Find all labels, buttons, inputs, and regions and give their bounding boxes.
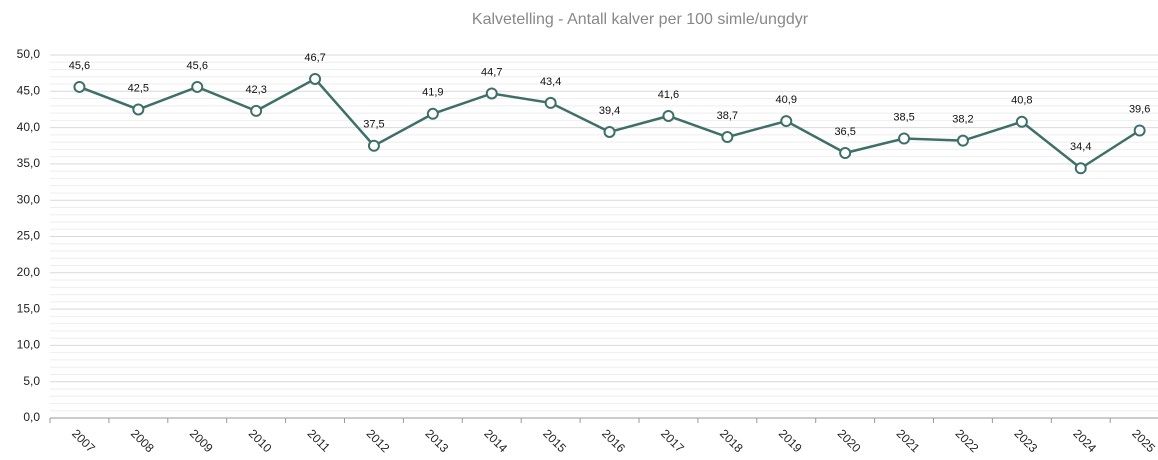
x-tick-label: 2024 — [1070, 426, 1099, 455]
marker — [1015, 115, 1028, 128]
marker — [1074, 162, 1087, 175]
value-label: 43,4 — [540, 76, 561, 88]
marker — [839, 147, 852, 160]
x-tick-label: 2013 — [422, 426, 451, 455]
value-label: 44,7 — [481, 66, 502, 78]
chart-title: Kalvetelling - Antall kalver per 100 sim… — [472, 11, 809, 28]
marker — [780, 115, 793, 128]
x-tick-label: 2022 — [953, 426, 982, 455]
y-tick-label: 20,0 — [17, 265, 41, 279]
x-tick-label: 2017 — [658, 426, 687, 455]
marker — [662, 109, 675, 122]
value-label: 38,7 — [717, 110, 738, 122]
x-tick-label: 2012 — [364, 426, 393, 455]
x-tick-label: 2010 — [246, 426, 275, 455]
x-tick-label: 2021 — [894, 426, 923, 455]
marker — [250, 104, 263, 117]
value-label: 38,5 — [893, 111, 914, 123]
value-label: 41,9 — [422, 87, 443, 99]
value-label: 42,3 — [245, 84, 266, 96]
value-label: 40,8 — [1011, 95, 1032, 107]
x-tick-label: 2025 — [1129, 426, 1158, 455]
marker — [426, 107, 439, 120]
marker — [367, 139, 380, 152]
y-tick-label: 45,0 — [17, 83, 41, 97]
value-label: 45,6 — [187, 60, 208, 72]
marker — [191, 80, 204, 93]
y-tick-label: 50,0 — [17, 47, 41, 61]
marker — [485, 87, 498, 100]
value-label: 40,9 — [776, 94, 797, 106]
marker — [898, 132, 911, 145]
x-tick-label: 2018 — [717, 426, 746, 455]
marker — [721, 131, 734, 144]
value-label: 39,4 — [599, 105, 620, 117]
value-label: 46,7 — [304, 52, 325, 64]
y-tick-label: 5,0 — [23, 374, 40, 388]
marker — [956, 134, 969, 147]
value-label: 34,4 — [1070, 141, 1091, 153]
y-tick-label: 10,0 — [17, 338, 41, 352]
value-label: 36,5 — [834, 126, 855, 138]
x-tick-label: 2008 — [128, 426, 157, 455]
y-tick-label: 40,0 — [17, 120, 41, 134]
y-tick-label: 15,0 — [17, 301, 41, 315]
x-tick-label: 2023 — [1011, 426, 1040, 455]
x-tick-label: 2020 — [835, 426, 864, 455]
marker — [309, 72, 322, 85]
y-tick-label: 0,0 — [23, 410, 40, 424]
marker — [73, 80, 86, 93]
line — [79, 77, 1141, 170]
y-tick-label: 25,0 — [17, 229, 41, 243]
x-tick-label: 2016 — [599, 426, 628, 455]
value-label: 41,6 — [658, 89, 679, 101]
y-tick-label: 30,0 — [17, 192, 41, 206]
x-tick-label: 2009 — [187, 426, 216, 455]
x-tick-label: 2011 — [305, 426, 333, 454]
marker — [544, 96, 557, 109]
x-tick-label: 2014 — [481, 426, 510, 455]
value-label: 37,5 — [363, 119, 384, 131]
value-label: 38,2 — [952, 114, 973, 126]
x-tick-label: 2015 — [540, 426, 569, 455]
marker — [603, 125, 616, 138]
value-label: 39,6 — [1129, 103, 1150, 115]
x-tick-label: 2007 — [69, 426, 98, 455]
value-label: 45,6 — [69, 60, 90, 72]
value-label: 42,5 — [128, 82, 149, 94]
y-tick-label: 35,0 — [17, 156, 41, 170]
marker — [1133, 124, 1146, 137]
x-tick-label: 2019 — [776, 426, 805, 455]
marker — [132, 103, 145, 116]
